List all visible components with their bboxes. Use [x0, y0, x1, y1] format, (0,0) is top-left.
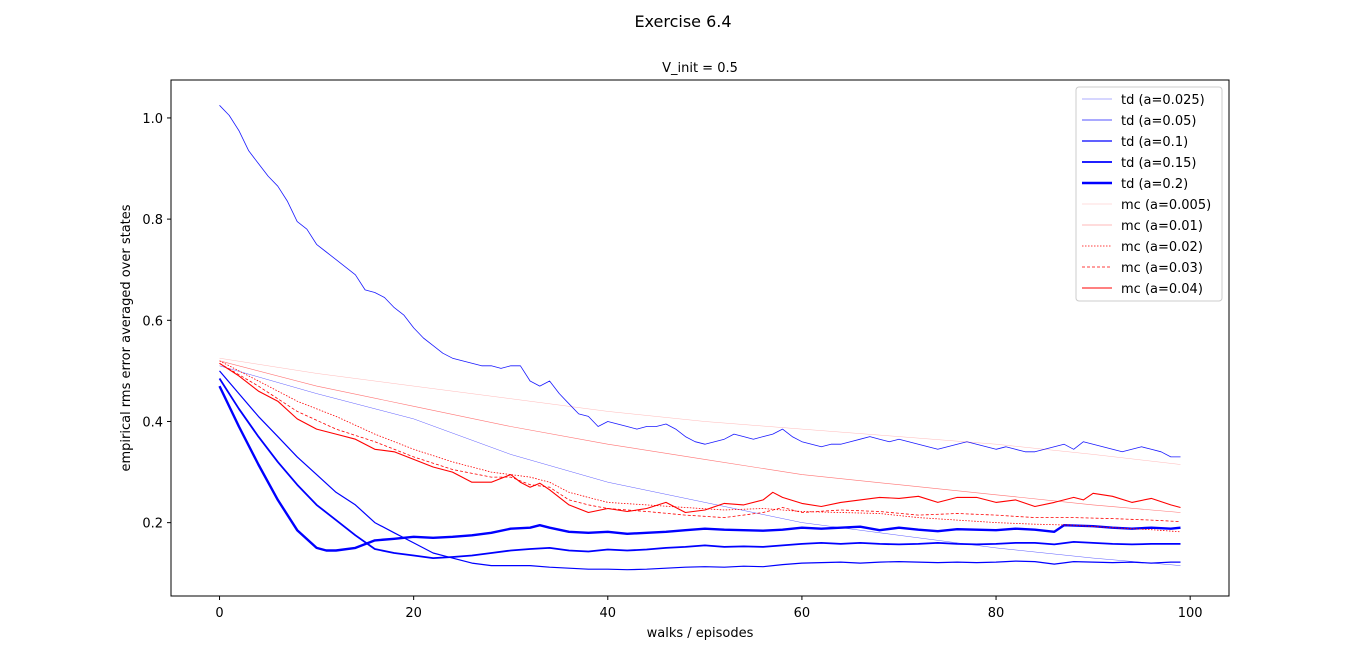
legend-label: mc (a=0.005)	[1121, 198, 1211, 213]
legend-label: td (a=0.05)	[1121, 114, 1196, 129]
series-line-td-a-0-1	[219, 370, 1181, 571]
series-line-td-a-0-2	[218, 385, 1181, 552]
y-tick-label: 0.6	[142, 314, 163, 329]
chart-title: Exercise 6.4	[634, 12, 731, 31]
series-line-mc-a-0-01	[219, 360, 1181, 513]
legend-label: mc (a=0.02)	[1121, 240, 1203, 255]
legend-label: mc (a=0.03)	[1121, 261, 1203, 276]
series-layer	[218, 105, 1181, 571]
legend: td (a=0.025) td (a=0.05) td (a=0.1) td (a=0…	[1075, 86, 1223, 302]
legend-label: td (a=0.2)	[1121, 177, 1188, 192]
y-tick-label: 0.4	[142, 415, 163, 430]
legend-label: mc (a=0.01)	[1121, 219, 1203, 234]
y-tick-label: 1.0	[142, 112, 163, 127]
legend-label: td (a=0.1)	[1121, 135, 1188, 150]
plot-frame	[170, 79, 1230, 597]
x-tick-label: 60	[794, 606, 811, 621]
series-line-td-a-0-15	[218, 378, 1181, 559]
legend-label: td (a=0.15)	[1121, 156, 1196, 171]
x-tick-label: 40	[600, 606, 617, 621]
series-line-mc-a-0-005	[219, 358, 1181, 465]
series-line-td-a-0-025	[219, 365, 1181, 566]
y-axis: 0.2 0.4 0.6 0.8 1.0	[142, 112, 171, 532]
x-tick-label: 80	[988, 606, 1005, 621]
legend-box	[1075, 86, 1223, 302]
chart-subtitle: V_init = 0.5	[662, 61, 738, 76]
legend-label: td (a=0.025)	[1121, 93, 1205, 108]
y-axis-label: empirical rms error averaged over states	[119, 204, 134, 471]
series-line-td-a-0-05	[219, 105, 1181, 458]
x-axis: 0 20 40 60 80 100	[215, 596, 1203, 621]
y-tick-label: 0.8	[142, 213, 163, 228]
x-tick-label: 0	[215, 606, 223, 621]
y-tick-label: 0.2	[142, 517, 163, 532]
x-tick-label: 20	[405, 606, 422, 621]
x-axis-label: walks / episodes	[647, 626, 754, 641]
series-line-mc-a-0-04	[219, 362, 1181, 514]
series-line-mc-a-0-03	[219, 362, 1181, 522]
x-tick-label: 100	[1178, 606, 1203, 621]
legend-label: mc (a=0.04)	[1121, 282, 1203, 297]
